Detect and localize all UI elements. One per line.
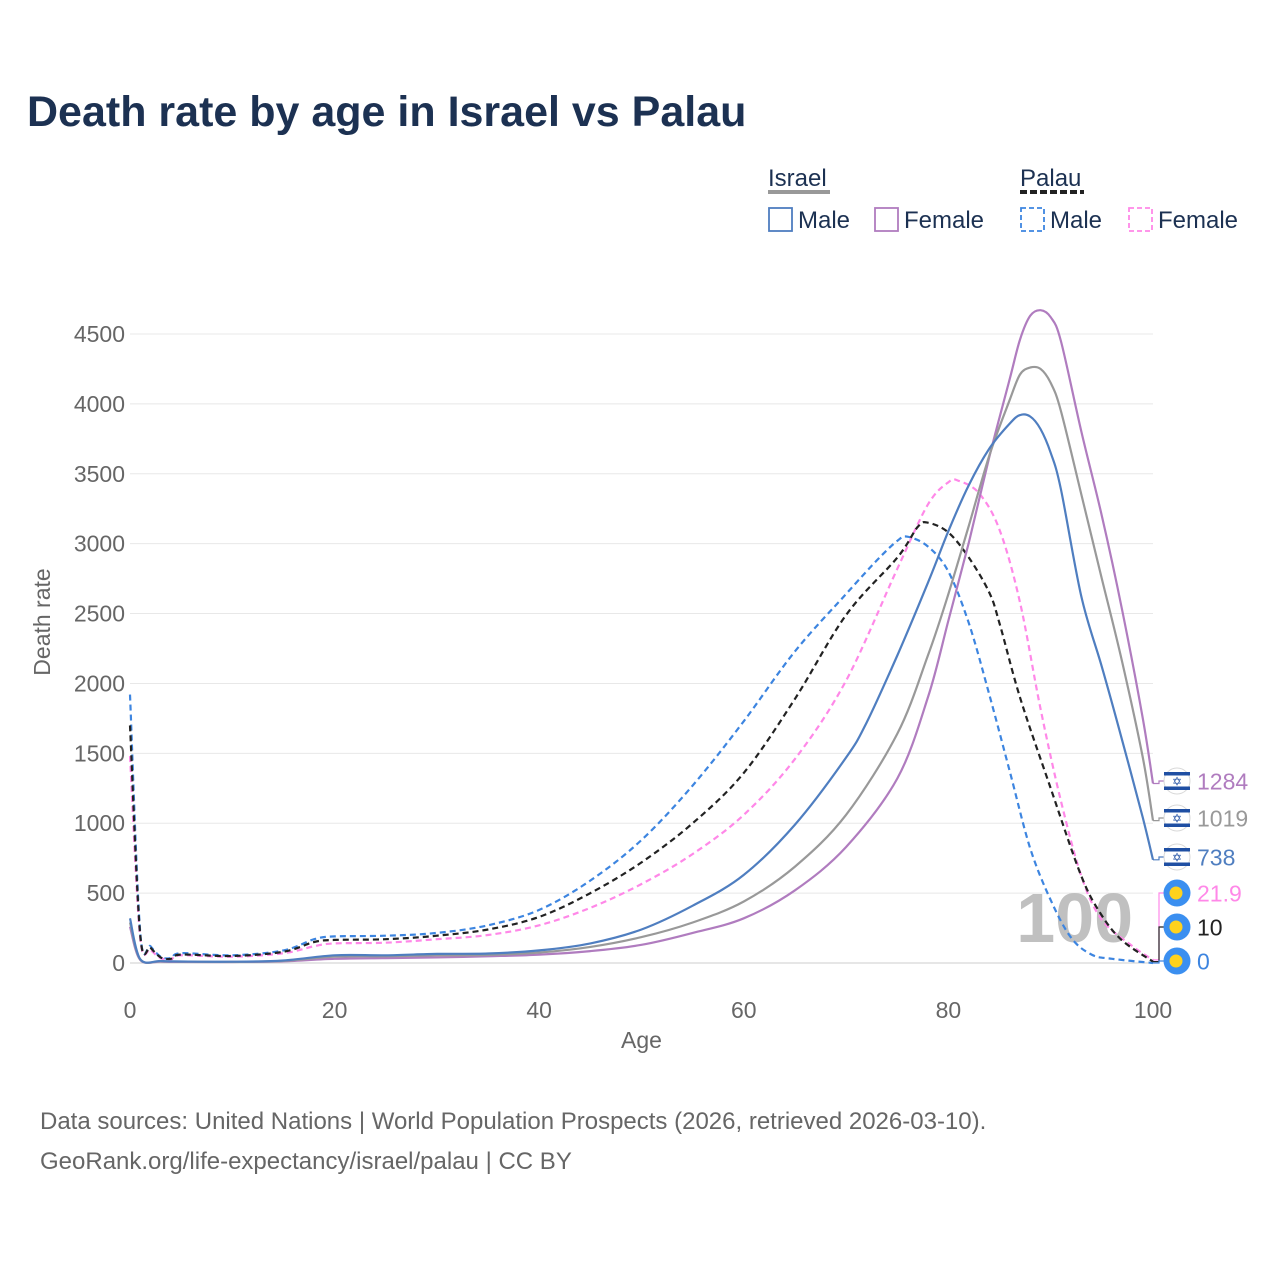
svg-text:✡: ✡ — [1172, 775, 1182, 789]
legend-label-female[interactable]: Female — [904, 207, 984, 234]
y-tick-label: 3500 — [74, 461, 125, 487]
end-leader-line — [1153, 960, 1164, 964]
x-tick-label: 60 — [731, 997, 757, 1023]
end-value-label: 21.9 — [1197, 881, 1242, 907]
x-axis-label: Age — [621, 1027, 662, 1053]
x-tick-label: 100 — [1134, 997, 1172, 1023]
y-axis-label: Death rate — [29, 568, 55, 675]
x-tick-label: 0 — [124, 997, 137, 1023]
series-line-israel-male — [128, 413, 1155, 964]
y-tick-label: 2000 — [74, 670, 125, 696]
legend-label-female[interactable]: Female — [1158, 207, 1238, 234]
palau-flag-icon — [1163, 879, 1191, 907]
y-tick-label: 0 — [112, 950, 125, 976]
series-line-israel-total — [128, 365, 1155, 964]
legend-label-male[interactable]: Male — [798, 207, 850, 234]
end-leader-line — [1153, 780, 1164, 785]
legend-swatch-female[interactable] — [1128, 207, 1153, 232]
series-line-israel-female — [128, 309, 1155, 965]
y-tick-label: 3000 — [74, 531, 125, 557]
x-tick-label: 20 — [322, 997, 348, 1023]
legend-swatch-male[interactable] — [1020, 207, 1045, 232]
svg-text:✡: ✡ — [1172, 812, 1182, 826]
end-value-label: 738 — [1197, 845, 1235, 871]
y-tick-label: 2500 — [74, 601, 125, 627]
end-value-label: 10 — [1197, 915, 1223, 941]
x-tick-label: 40 — [526, 997, 552, 1023]
chart-title: Death rate by age in Israel vs Palau — [27, 88, 747, 136]
end-leader-line — [1153, 817, 1164, 822]
series-line-palau-male — [128, 535, 1154, 965]
data-source-note: Data sources: United Nations | World Pop… — [40, 1108, 987, 1135]
palau-flag-icon — [1163, 947, 1191, 975]
source-link[interactable]: GeoRank.org/life-expectancy/israel/palau… — [40, 1148, 572, 1175]
end-value-label: 1284 — [1197, 769, 1248, 795]
israel-flag-icon: ✡ — [1163, 767, 1191, 795]
legend-country-israel: Israel — [768, 165, 827, 192]
x-tick-label: 80 — [936, 997, 962, 1023]
y-tick-label: 4500 — [74, 321, 125, 347]
legend-country-palau: Palau — [1020, 165, 1081, 192]
end-value-label: 0 — [1197, 949, 1210, 975]
israel-flag-icon: ✡ — [1163, 843, 1191, 871]
y-tick-label: 4000 — [74, 391, 125, 417]
legend-swatch-female[interactable] — [874, 207, 899, 232]
end-value-label: 1019 — [1197, 806, 1248, 832]
y-tick-label: 500 — [87, 880, 125, 906]
series-line-palau-female — [128, 478, 1154, 961]
end-leader-line — [1153, 856, 1164, 861]
palau-flag-icon — [1163, 913, 1191, 941]
legend-swatch-male[interactable] — [768, 207, 793, 232]
year-watermark: 100 — [1016, 879, 1133, 957]
svg-text:✡: ✡ — [1172, 851, 1182, 865]
series-line-palau-total — [128, 521, 1154, 963]
israel-flag-icon: ✡ — [1163, 804, 1191, 832]
legend-label-male[interactable]: Male — [1050, 207, 1102, 234]
y-tick-label: 1000 — [74, 810, 125, 836]
end-leader-line — [1153, 926, 1164, 963]
y-tick-label: 1500 — [74, 740, 125, 766]
